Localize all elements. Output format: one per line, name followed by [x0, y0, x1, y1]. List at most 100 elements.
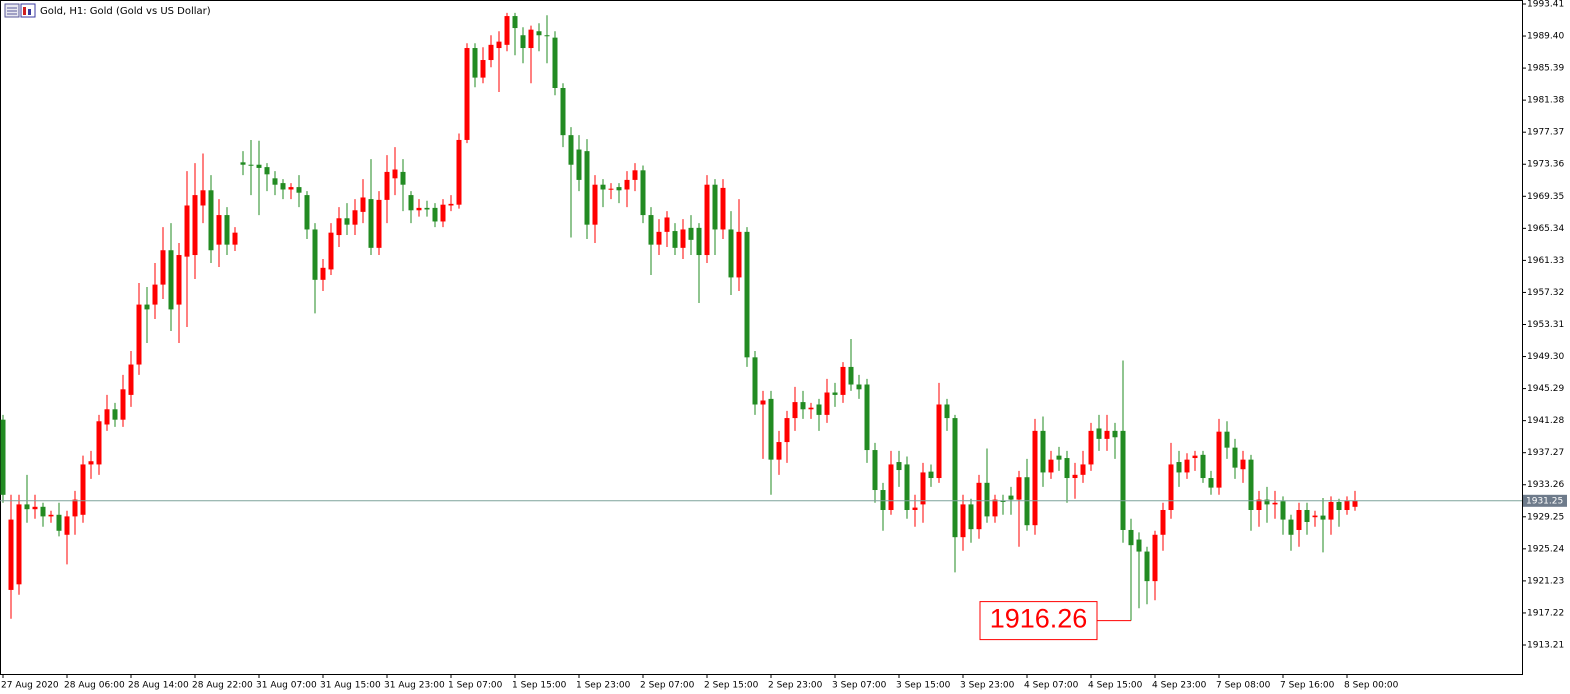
candle-body [1144, 551, 1150, 582]
candle-body [896, 462, 902, 471]
x-tick-label: 8 Sep 00:00 [1344, 681, 1399, 691]
candle-body [264, 167, 270, 175]
candle-body [1232, 447, 1238, 468]
candle-body [192, 195, 198, 256]
candle-body [408, 195, 414, 211]
y-tick-label: 1973.36 [1527, 160, 1564, 170]
x-tick-label: 4 Sep 15:00 [1088, 681, 1143, 691]
candle-body [464, 48, 470, 140]
candle-body [488, 44, 494, 61]
candle-body [920, 472, 926, 505]
candle-body [872, 450, 878, 491]
candle-body [480, 60, 486, 78]
candle-body [16, 504, 22, 585]
candle-body [424, 207, 430, 210]
candle-body [1072, 474, 1078, 479]
candle-body [48, 514, 54, 517]
candle-body [1056, 455, 1062, 460]
x-tick-label: 4 Sep 23:00 [1152, 681, 1207, 691]
candle-body [640, 170, 646, 216]
candle-body [1272, 502, 1278, 505]
candle-body [984, 482, 990, 517]
y-tick-label: 1965.34 [1527, 224, 1564, 234]
candle-body [1184, 459, 1190, 473]
candle-body [1032, 430, 1038, 526]
candle-body [240, 162, 246, 165]
candle-body [1296, 509, 1302, 530]
candle-body [1256, 499, 1262, 510]
candle-body [728, 229, 734, 278]
y-tick-label: 1933.26 [1527, 480, 1564, 490]
candle-body [368, 199, 374, 248]
candle-body [696, 227, 702, 256]
candle-body [440, 204, 446, 222]
y-tick-label: 1993.41 [1527, 0, 1564, 9]
candle-body [912, 507, 918, 510]
candle-body [856, 384, 862, 390]
candle-body [392, 169, 398, 179]
candle-body [160, 250, 166, 285]
candle-body [1328, 502, 1334, 520]
annotation-box [979, 601, 1098, 641]
candle-body [152, 284, 158, 305]
candle-body [776, 442, 782, 460]
candle-body [864, 384, 870, 451]
x-tick-label: 31 Aug 23:00 [384, 681, 445, 691]
candle-body [848, 366, 854, 385]
candle-body [448, 203, 454, 206]
candle-body [208, 190, 214, 251]
candle-body [536, 31, 542, 36]
candle-body [1152, 534, 1158, 582]
candle-body [832, 392, 838, 395]
y-tick-label: 1953.31 [1527, 320, 1564, 330]
candle-body [1016, 477, 1022, 500]
candle-body [504, 16, 510, 45]
candle-body [112, 409, 118, 420]
candle-body [304, 195, 310, 230]
candle-body [1352, 500, 1358, 507]
x-tick-label: 7 Sep 16:00 [1280, 681, 1335, 691]
candle-body [960, 504, 966, 538]
candle-body [416, 207, 422, 211]
candle-body [1192, 455, 1198, 459]
candle-body [664, 217, 670, 232]
candle-body [296, 187, 302, 193]
y-tick-label: 1937.27 [1527, 448, 1564, 458]
candle-body [1288, 519, 1294, 535]
candle-body [656, 231, 662, 245]
candle-body [1280, 501, 1286, 520]
candle-body [472, 48, 478, 78]
x-tick-label: 27 Aug 2020 [1, 681, 59, 691]
y-tick-label: 1977.37 [1527, 128, 1564, 138]
x-tick-label: 28 Aug 14:00 [128, 681, 189, 691]
x-tick-label: 4 Sep 07:00 [1024, 681, 1079, 691]
candle-body [72, 499, 78, 517]
candle-body [992, 499, 998, 517]
candle-body [1112, 430, 1118, 438]
plot-frame [0, 0, 1523, 675]
x-tick-label: 7 Sep 08:00 [1216, 681, 1271, 691]
candle-body [176, 255, 182, 305]
candle-body [1048, 459, 1054, 473]
x-tick-label: 31 Aug 15:00 [320, 681, 381, 691]
candle-body [328, 232, 334, 270]
y-tick-label: 1917.22 [1527, 608, 1564, 618]
candle-body [1096, 428, 1102, 439]
candle-body [704, 184, 710, 256]
y-tick-label: 1985.39 [1527, 64, 1564, 74]
candle-body [968, 504, 974, 530]
y-tick-label: 1929.25 [1527, 512, 1564, 522]
y-tick-label: 1921.23 [1527, 576, 1564, 586]
candle-body [752, 357, 758, 405]
y-tick-label: 1981.38 [1527, 96, 1564, 106]
candle-body [136, 304, 142, 365]
candle-body [1248, 459, 1254, 510]
candle-body [1168, 464, 1174, 510]
candle-body [944, 404, 950, 419]
candle-body [544, 35, 550, 37]
candle-body [568, 135, 574, 165]
candle-body [792, 402, 798, 419]
y-tick-label: 1957.32 [1527, 288, 1564, 298]
candle-body [952, 418, 958, 538]
y-tick-label: 1913.21 [1527, 640, 1564, 650]
